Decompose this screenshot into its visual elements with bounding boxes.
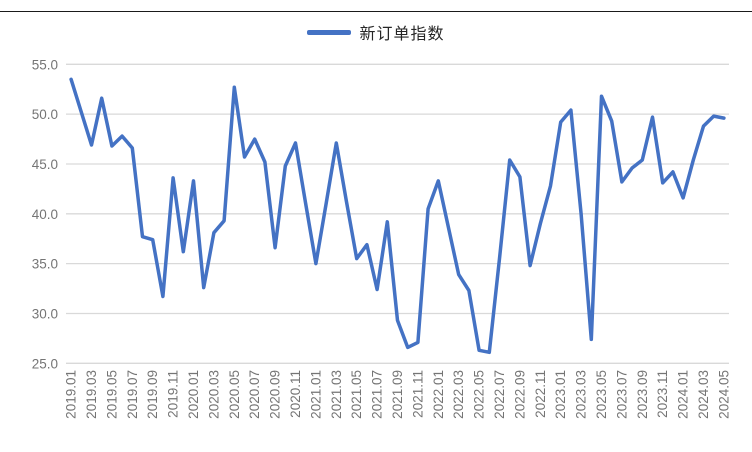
x-axis-label: 2020.05: [227, 370, 242, 419]
legend: 新订单指数: [0, 20, 752, 44]
x-axis-label: 2022.07: [492, 370, 507, 419]
y-axis-label: 40.0: [32, 207, 58, 222]
x-axis-label: 2021.05: [349, 370, 364, 419]
x-axis-label: 2024.05: [716, 370, 731, 419]
x-axis-label: 2024.03: [696, 370, 711, 419]
x-axis-label: 2023.07: [614, 370, 629, 419]
y-axis-label: 45.0: [32, 157, 58, 172]
x-axis-label: 2022.01: [431, 370, 446, 419]
x-axis-label: 2022.03: [451, 370, 466, 419]
legend-line-swatch: [307, 29, 352, 35]
y-axis-label: 25.0: [32, 356, 58, 371]
x-axis-label: 2023.11: [655, 370, 670, 418]
x-axis-label: 2020.03: [206, 370, 221, 419]
x-axis-label: 2019.09: [145, 370, 160, 419]
x-axis-label: 2021.09: [390, 370, 405, 419]
y-axis-label: 50.0: [32, 107, 58, 122]
x-axis-label: 2019.07: [125, 370, 140, 419]
x-axis-label: 2021.11: [410, 370, 425, 418]
x-axis-label: 2023.01: [553, 370, 568, 419]
x-axis-label: 2021.07: [370, 370, 385, 419]
x-axis-label: 2019.01: [64, 370, 79, 419]
x-axis-label: 2022.11: [533, 370, 548, 418]
x-axis-label: 2021.03: [329, 370, 344, 419]
y-axis-label: 55.0: [32, 57, 58, 72]
x-axis-label: 2023.09: [635, 370, 650, 419]
x-axis-label: 2021.01: [308, 370, 323, 419]
x-axis-label: 2020.09: [268, 370, 283, 419]
x-axis-label: 2019.03: [84, 370, 99, 419]
x-axis-label: 2020.07: [247, 370, 262, 419]
x-axis-label: 2020.11: [288, 370, 303, 418]
legend-series-label: 新订单指数: [359, 26, 445, 43]
x-axis-label: 2022.05: [472, 370, 487, 419]
x-axis-label: 2023.03: [574, 370, 589, 419]
x-axis-label: 2022.09: [512, 370, 527, 419]
x-axis-label: 2019.11: [166, 370, 181, 418]
x-axis-label: 2020.01: [186, 370, 201, 419]
x-axis-label: 2023.05: [594, 370, 609, 419]
top-border-rule: [0, 11, 752, 12]
x-axis-label: 2019.05: [104, 370, 119, 419]
y-axis-label: 30.0: [32, 306, 58, 321]
y-axis-label: 35.0: [32, 257, 58, 272]
x-axis-label: 2024.01: [676, 370, 691, 419]
new-orders-line: [69, 77, 726, 355]
